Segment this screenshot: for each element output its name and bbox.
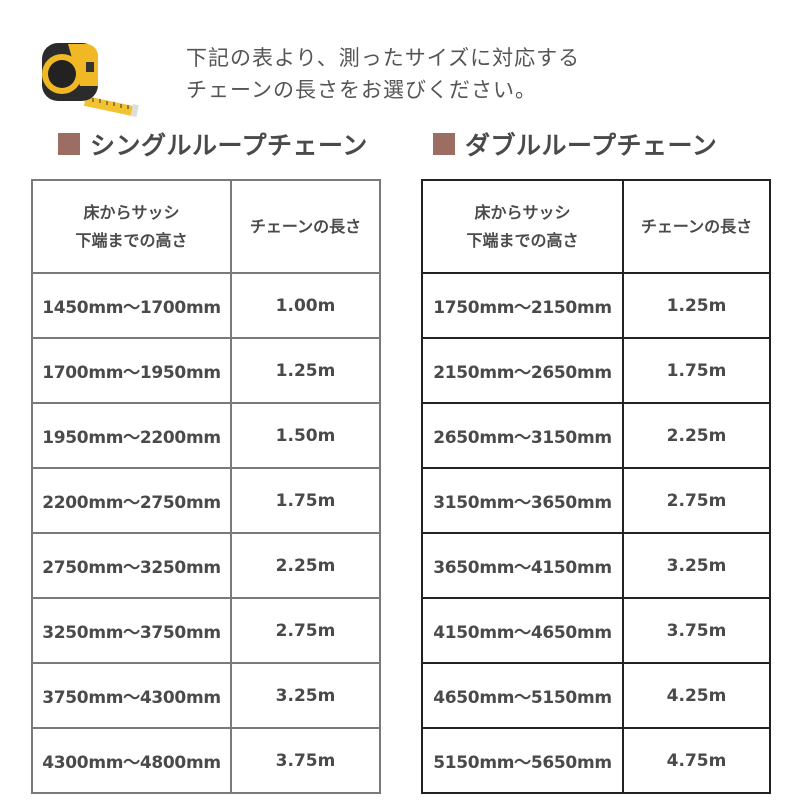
table-row: 3250mm～3750mm 2.75m [31, 597, 381, 664]
height-range: 3250mm～3750mm [31, 597, 232, 664]
chain-length: 3.75m [622, 597, 771, 664]
double-loop-table: 床からサッシ 下端までの高さ チェーンの長さ 1750mm～2150mm 1.25m… [421, 179, 771, 794]
header-chain-length: チェーンの長さ [230, 179, 381, 274]
chain-length: 2.25m [230, 532, 381, 599]
height-range: 2650mm～3150mm [421, 402, 624, 469]
double-loop-heading: ダブルループチェーン [433, 126, 717, 162]
table-row: 1750mm～2150mm 1.25m [421, 272, 771, 339]
square-bullet-icon [58, 133, 80, 155]
chain-length: 4.75m [622, 727, 771, 794]
header-height-line-2: 下端までの高さ [466, 230, 579, 250]
height-range: 3750mm～4300mm [31, 662, 232, 729]
chain-length: 4.25m [622, 662, 771, 729]
square-bullet-icon [433, 133, 455, 155]
header-chain-length: チェーンの長さ [622, 179, 771, 274]
chain-length: 1.25m [622, 272, 771, 339]
table-row: 2650mm～3150mm 2.25m [421, 402, 771, 469]
chain-length: 1.50m [230, 402, 381, 469]
table-row: 3650mm～4150mm 3.25m [421, 532, 771, 599]
table-row: 1700mm～1950mm 1.25m [31, 337, 381, 404]
single-loop-table: 床からサッシ 下端までの高さ チェーンの長さ 1450mm～1700mm 1.00m… [31, 179, 381, 794]
table-row: 3150mm～3650mm 2.75m [421, 467, 771, 534]
table-row: 3750mm～4300mm 3.25m [31, 662, 381, 729]
height-range: 2200mm～2750mm [31, 467, 232, 534]
height-range: 4300mm～4800mm [31, 727, 232, 794]
chain-length: 1.25m [230, 337, 381, 404]
height-range: 5150mm～5650mm [421, 727, 624, 794]
height-range: 2750mm～3250mm [31, 532, 232, 599]
chain-length: 3.75m [230, 727, 381, 794]
chain-length: 3.25m [230, 662, 381, 729]
table-row: 5150mm～5650mm 4.75m [421, 727, 771, 794]
height-range: 4150mm～4650mm [421, 597, 624, 664]
single-loop-heading: シングルループチェーン [58, 126, 368, 162]
table-row: 2200mm～2750mm 1.75m [31, 467, 381, 534]
single-loop-title: シングルループチェーン [90, 131, 368, 160]
chain-length: 3.25m [622, 532, 771, 599]
chain-length: 2.75m [230, 597, 381, 664]
chain-length: 2.25m [622, 402, 771, 469]
table-header-row: 床からサッシ 下端までの高さ チェーンの長さ [31, 179, 381, 274]
table-header-row: 床からサッシ 下端までの高さ チェーンの長さ [421, 179, 771, 274]
table-row: 1950mm～2200mm 1.50m [31, 402, 381, 469]
table-row: 4150mm～4650mm 3.75m [421, 597, 771, 664]
table-row: 2750mm～3250mm 2.25m [31, 532, 381, 599]
header-height-line-2: 下端までの高さ [75, 230, 188, 250]
height-range: 1450mm～1700mm [31, 272, 232, 339]
table-row: 1450mm～1700mm 1.00m [31, 272, 381, 339]
chain-length: 1.00m [230, 272, 381, 339]
height-range: 1700mm～1950mm [31, 337, 232, 404]
chain-length: 2.75m [622, 467, 771, 534]
height-range: 1950mm～2200mm [31, 402, 232, 469]
header-height: 床からサッシ 下端までの高さ [31, 179, 232, 274]
height-range: 3150mm～3650mm [421, 467, 624, 534]
height-range: 1750mm～2150mm [421, 272, 624, 339]
table-row: 4650mm～5150mm 4.25m [421, 662, 771, 729]
header-height-line-1: 床からサッシ [83, 202, 180, 222]
height-range: 2150mm～2650mm [421, 337, 624, 404]
instructions-line-1: 下記の表より、測ったサイズに対応する [186, 46, 581, 70]
chain-length: 1.75m [622, 337, 771, 404]
instructions: 下記の表より、測ったサイズに対応する チェーンの長さをお選びください。 [186, 42, 580, 106]
height-range: 4650mm～5150mm [421, 662, 624, 729]
tape-measure-icon [42, 43, 139, 117]
double-loop-title: ダブルループチェーン [465, 131, 718, 160]
table-row: 2150mm～2650mm 1.75m [421, 337, 771, 404]
height-range: 3650mm～4150mm [421, 532, 624, 599]
table-row: 4300mm～4800mm 3.75m [31, 727, 381, 794]
chain-length: 1.75m [230, 467, 381, 534]
header-height-line-1: 床からサッシ [474, 202, 571, 222]
header-height: 床からサッシ 下端までの高さ [421, 179, 624, 274]
instructions-line-2: チェーンの長さをお選びください。 [186, 78, 537, 102]
